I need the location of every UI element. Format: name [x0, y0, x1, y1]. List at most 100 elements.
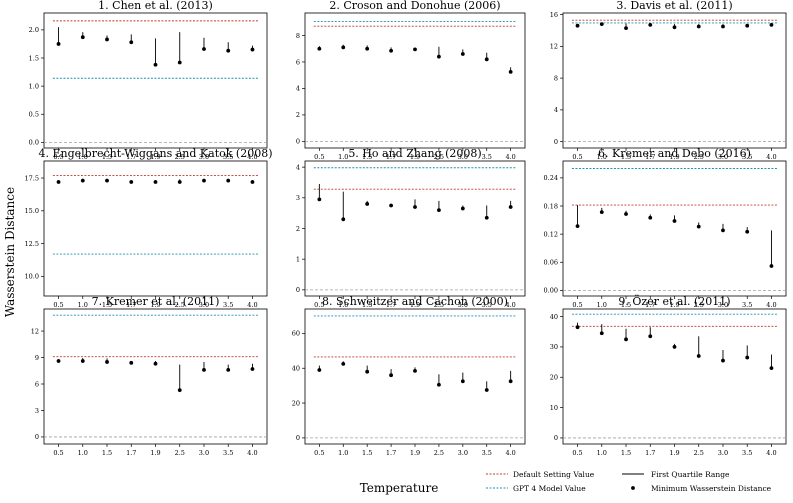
- y-tick-label: 17.5: [25, 174, 39, 182]
- x-tick-label: 1.7: [645, 449, 655, 457]
- min-distance-point: [437, 382, 441, 387]
- min-distance-point: [129, 360, 134, 365]
- y-tick-label: 0.5: [29, 111, 39, 119]
- min-distance-point: [460, 379, 465, 384]
- x-tick-label: 2.5: [175, 153, 185, 161]
- min-distance-point: [769, 264, 774, 268]
- x-tick-label: 1.5: [621, 449, 631, 457]
- min-distance-point: [460, 52, 465, 56]
- x-tick-label: 1.7: [386, 153, 396, 161]
- x-tick-label: 1.5: [362, 301, 372, 309]
- min-distance-point: [575, 23, 580, 28]
- panel-title: 1. Chen et al. (2013): [98, 0, 213, 12]
- x-tick-label: 1.7: [126, 153, 136, 161]
- min-distance-point: [721, 358, 725, 363]
- min-distance-point: [672, 219, 677, 223]
- x-tick-label: 1.0: [78, 153, 88, 161]
- y-tick-label: 1.0: [29, 82, 39, 90]
- min-distance-point: [365, 202, 370, 206]
- x-tick-label: 1.0: [597, 153, 607, 161]
- y-tick-label: 1: [296, 255, 300, 263]
- x-tick-label: 2.5: [175, 449, 185, 457]
- x-tick-label: 2.5: [434, 153, 444, 161]
- x-tick-label: 0.5: [314, 449, 324, 457]
- panel-frame: [562, 12, 787, 149]
- x-tick-label: 3.0: [718, 153, 728, 161]
- x-tick-label: 3.0: [199, 153, 209, 161]
- min-distance-point: [202, 367, 206, 372]
- y-tick-label: 8: [554, 74, 558, 82]
- panel-frame: [43, 12, 268, 149]
- x-tick-label: 1.9: [150, 153, 160, 161]
- panel-frame: [43, 308, 268, 445]
- min-distance-point: [599, 331, 604, 336]
- min-distance-point: [250, 180, 255, 184]
- legend-min-label: Minimum Wasserstein Distance: [651, 484, 772, 493]
- panel-4: 4. Engelbrecht-Wiggans and Katok (2008)1…: [25, 147, 273, 309]
- x-tick-label: 3.5: [482, 301, 492, 309]
- x-tick-label: 2.5: [175, 301, 185, 309]
- x-tick-label: 1.5: [362, 153, 372, 161]
- x-tick-label: 4.0: [247, 153, 257, 161]
- legend-default-label: Default Setting Value: [513, 470, 595, 479]
- x-tick-label: 3.5: [742, 153, 752, 161]
- min-distance-point: [105, 178, 109, 183]
- y-tick-label: 0.12: [544, 230, 558, 238]
- y-tick-label: 16: [550, 11, 558, 19]
- legend: Default Setting Value GPT 4 Model Value …: [486, 470, 772, 493]
- min-distance-point: [745, 23, 750, 28]
- min-distance-point: [153, 361, 158, 366]
- min-distance-point: [484, 57, 489, 62]
- min-distance-point: [508, 205, 513, 209]
- min-distance-point: [696, 224, 701, 229]
- min-distance-point: [745, 229, 750, 234]
- x-tick-label: 0.5: [572, 301, 582, 309]
- x-tick-label: 1.0: [338, 153, 348, 161]
- min-distance-point: [80, 178, 85, 183]
- min-distance-point: [105, 360, 109, 364]
- min-distance-point: [437, 208, 441, 212]
- y-tick-label: 4: [554, 106, 558, 114]
- y-tick-label: 2.0: [29, 26, 39, 34]
- panel-frame: [562, 160, 787, 297]
- min-distance-point: [696, 354, 701, 358]
- min-distance-point: [721, 228, 725, 233]
- x-tick-label: 1.7: [126, 301, 136, 309]
- x-tick-label: 1.9: [669, 153, 679, 161]
- panel-9: 9. Özer et al. (2011) 0 10 20 30 40 0.5 1.0 1.5 1…: [550, 294, 787, 457]
- y-tick-label: 12: [550, 43, 558, 51]
- min-distance-point: [153, 180, 158, 184]
- y-tick-label: 40: [550, 313, 558, 321]
- x-tick-label: 3.0: [458, 301, 468, 309]
- min-distance-point: [317, 197, 322, 202]
- x-tick-label: 1.0: [597, 449, 607, 457]
- min-distance-point: [177, 60, 182, 65]
- y-tick-label: 0: [35, 433, 39, 441]
- y-axis-label: Wasserstein Distance: [3, 187, 17, 317]
- x-tick-label: 4.0: [766, 301, 776, 309]
- min-distance-point: [105, 37, 109, 42]
- x-tick-label: 1.0: [597, 301, 607, 309]
- min-distance-point: [672, 345, 677, 349]
- panel-title: 5. Ho and Zhang (2008): [348, 147, 481, 160]
- y-tick-label: 40: [292, 365, 300, 373]
- panel-5: 5. Ho and Zhang (2008) 0 1 2 3 4 0.5 1.0 1.5 1.7 1…: [296, 147, 526, 309]
- legend-quartile-label: First Quartile Range: [651, 470, 730, 479]
- min-distance-point: [413, 368, 417, 373]
- x-tick-label: 1.0: [78, 301, 88, 309]
- y-tick-label: 20: [292, 399, 300, 407]
- y-tick-label: 6: [35, 380, 39, 388]
- panel-6: 6. Kremer and Debo (2016) 0.00 0.06 0.12 0.1…: [544, 147, 787, 309]
- x-tick-label: 4.0: [247, 301, 257, 309]
- min-distance-point: [413, 205, 417, 209]
- x-tick-label: 3.0: [718, 449, 728, 457]
- x-tick-label: 1.9: [410, 153, 420, 161]
- x-tick-label: 0.5: [53, 449, 63, 457]
- y-tick-label: 0: [296, 286, 300, 294]
- min-distance-point: [721, 24, 725, 29]
- x-tick-label: 4.0: [766, 449, 776, 457]
- y-tick-label: 2: [296, 111, 300, 119]
- min-distance-point: [365, 369, 370, 374]
- x-tick-label: 1.0: [338, 301, 348, 309]
- min-distance-point: [599, 210, 604, 214]
